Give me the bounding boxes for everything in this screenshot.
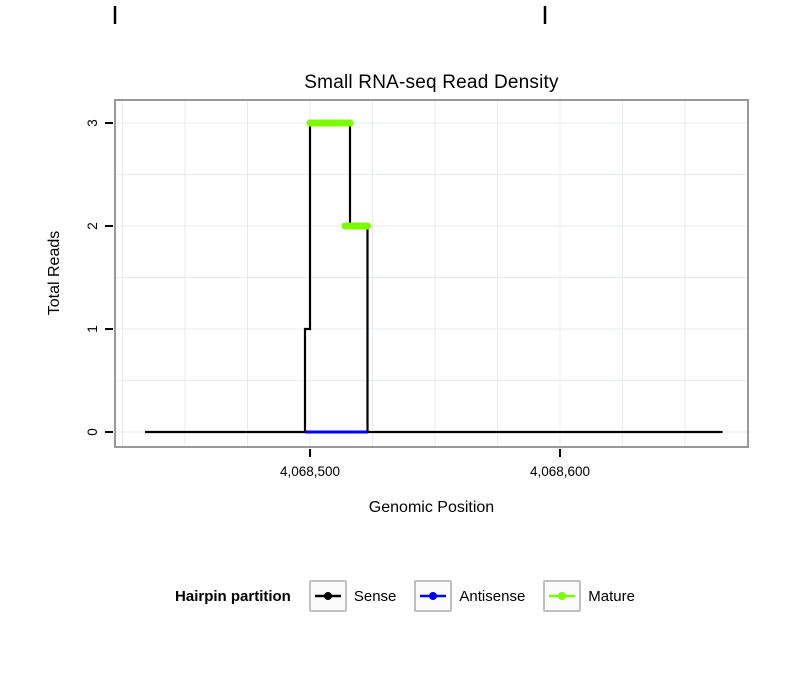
x-tick-label: 4,068,500 xyxy=(280,464,340,479)
chart-title: Small RNA-seq Read Density xyxy=(304,72,559,93)
y-axis-label: Total Reads xyxy=(46,230,63,316)
y-tick-label: 3 xyxy=(85,119,100,127)
legend-title: Hairpin partition xyxy=(175,587,291,605)
axis-ticks xyxy=(105,122,561,457)
y-tick-label: 0 xyxy=(85,428,100,436)
legend-key-sense-icon xyxy=(308,580,347,612)
legend-label-antisense: Antisense xyxy=(459,587,526,605)
y-tick-label: 1 xyxy=(85,325,100,333)
legend: Hairpin partition Sense Antisense Mature xyxy=(0,580,810,612)
legend-key-antisense-icon xyxy=(414,580,453,612)
panel-background xyxy=(115,100,748,447)
legend-label-mature: Mature xyxy=(588,587,635,605)
legend-entry-mature: Mature xyxy=(543,580,635,612)
tick-labels: 4,068,500 4,068,600 0 1 2 3 xyxy=(85,119,590,479)
x-tick-label: 4,068,600 xyxy=(530,464,590,479)
y-tick-label: 2 xyxy=(85,222,100,230)
x-axis-label: Genomic Position xyxy=(368,499,495,516)
legend-key-mature-icon xyxy=(543,580,582,612)
panel-border xyxy=(114,99,749,448)
legend-entries: Sense Antisense Mature xyxy=(308,580,635,612)
legend-entry-antisense: Antisense xyxy=(414,580,525,612)
series-mature xyxy=(306,119,371,230)
legend-label-sense: Sense xyxy=(353,587,397,605)
legend-entry-sense: Sense xyxy=(308,580,397,612)
